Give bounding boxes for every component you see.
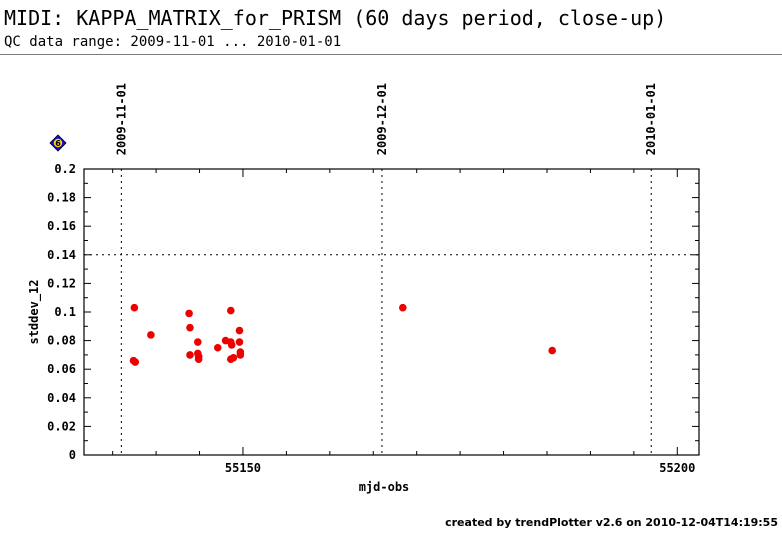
date-marker-label: 2009-11-01 [114, 83, 128, 155]
y-tick-label: 0.06 [47, 362, 76, 376]
x-axis-label: mjd-obs [359, 480, 410, 494]
date-marker-label: 2009-12-01 [375, 83, 389, 155]
data-point [147, 331, 155, 339]
y-tick-label: 0.02 [47, 419, 76, 433]
data-point [235, 326, 244, 335]
data-point [194, 355, 203, 363]
data-point [131, 358, 140, 366]
footer-credit: created by trendPlotter v2.6 on 2010-12-… [445, 516, 778, 529]
y-tick-label: 0.16 [47, 219, 76, 233]
data-point [229, 353, 238, 362]
data-point [398, 303, 407, 312]
data-point [186, 323, 194, 332]
data-point [235, 338, 244, 346]
x-tick-label: 55150 [225, 461, 261, 475]
header-divider [0, 54, 782, 55]
data-point [227, 306, 235, 315]
chart-title: MIDI: KAPPA_MATRIX_for_PRISM (60 days pe… [4, 6, 667, 30]
data-point [130, 303, 139, 312]
y-tick-label: 0.04 [47, 391, 76, 405]
badge-label: 6 [55, 139, 61, 148]
data-point [213, 343, 222, 352]
data-point [193, 338, 202, 346]
y-tick-label: 0.18 [47, 191, 76, 205]
y-tick-label: 0.2 [54, 162, 76, 176]
y-tick-label: 0.14 [47, 248, 76, 262]
data-point [236, 351, 245, 359]
date-marker-label: 2010-01-01 [644, 83, 658, 155]
y-axis-label: stddev_12 [27, 279, 42, 344]
data-point [185, 309, 193, 318]
plot-frame [83, 168, 700, 456]
number-badge-icon: 6 [49, 134, 67, 152]
data-point [186, 351, 194, 359]
y-tick-label: 0.1 [54, 305, 76, 319]
y-tick-label: 0.08 [47, 334, 76, 348]
data-point [227, 341, 236, 349]
data-point [548, 346, 556, 355]
y-tick-label: 0 [69, 448, 76, 462]
y-tick-label: 0.12 [47, 276, 76, 290]
x-tick-label: 55200 [659, 461, 695, 475]
chart-subtitle: QC data range: 2009-11-01 ... 2010-01-01 [4, 34, 342, 50]
